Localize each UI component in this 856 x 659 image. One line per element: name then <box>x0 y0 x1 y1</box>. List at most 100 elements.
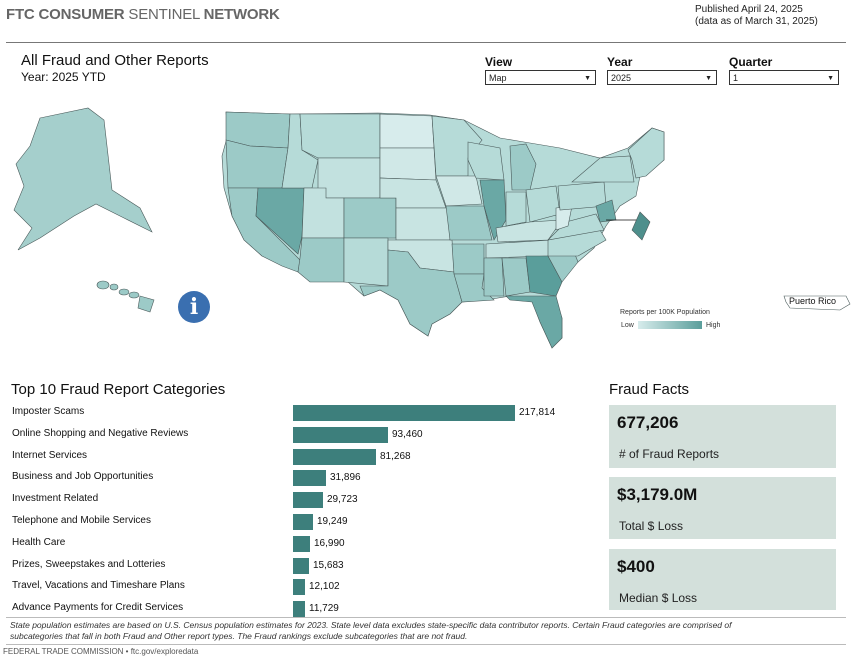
category-bar[interactable] <box>293 558 309 574</box>
fact-box-total-loss: $3,179.0M Total $ Loss <box>609 477 836 539</box>
quarter-label: Quarter <box>729 55 773 69</box>
state-georgia[interactable] <box>525 255 563 297</box>
category-value: 12,102 <box>309 581 340 592</box>
category-bar[interactable] <box>293 492 323 508</box>
year-select[interactable]: 2025 ▼ <box>607 70 717 85</box>
puerto-rico-label: Puerto Rico <box>789 296 837 306</box>
puerto-rico[interactable] <box>783 295 851 311</box>
brand-part-1: FTC CONSUMER <box>6 6 129 23</box>
year-label: Year <box>607 55 633 69</box>
category-value: 81,268 <box>380 451 411 462</box>
state-missouri[interactable] <box>445 205 493 241</box>
state-mississippi[interactable] <box>483 257 505 297</box>
brand-part-2: SENTINEL <box>128 6 204 23</box>
state-alabama[interactable] <box>501 257 531 297</box>
fact-box-median-loss: $400 Median $ Loss <box>609 549 836 610</box>
chevron-down-icon: ▼ <box>584 75 591 82</box>
category-bar[interactable] <box>293 470 326 486</box>
legend-high-label: High <box>706 322 721 329</box>
year-select-value: 2025 <box>611 73 632 83</box>
data-as-of: (data as of March 31, 2025) <box>695 16 818 27</box>
state-north-dakota[interactable] <box>379 113 435 149</box>
category-value: 15,683 <box>313 560 344 571</box>
published-date: Published April 24, 2025 <box>695 4 803 15</box>
category-label: Advance Payments for Credit Services <box>12 602 184 613</box>
view-label: View <box>485 55 513 69</box>
district-of-columbia[interactable] <box>631 211 651 241</box>
state-montana[interactable] <box>299 113 381 159</box>
fact-label: Total $ Loss <box>619 519 684 533</box>
state-indiana[interactable] <box>505 191 527 227</box>
state-michigan[interactable] <box>509 143 537 191</box>
fact-value: 677,206 <box>617 413 679 432</box>
fact-label: Median $ Loss <box>619 591 698 605</box>
state-kansas[interactable] <box>395 207 451 241</box>
legend-gradient-bar <box>638 321 702 329</box>
quarter-select[interactable]: 1 ▼ <box>729 70 839 85</box>
chevron-down-icon: ▼ <box>705 75 712 82</box>
legend-title: Reports per 100K Population <box>620 309 710 316</box>
category-label: Travel, Vacations and Timeshare Plans <box>12 580 185 591</box>
category-bar[interactable] <box>293 514 313 530</box>
category-value: 31,896 <box>330 472 361 483</box>
state-arizona[interactable] <box>297 237 345 283</box>
fraud-facts-title: Fraud Facts <box>609 381 690 398</box>
category-label: Health Care <box>12 537 66 548</box>
fact-value: $400 <box>617 557 655 576</box>
state-wisconsin[interactable] <box>467 141 505 181</box>
fact-value: $3,179.0M <box>617 485 698 504</box>
state-colorado[interactable] <box>343 197 397 239</box>
state-iowa[interactable] <box>435 175 483 207</box>
state-kentucky[interactable] <box>495 219 563 243</box>
category-value: 19,249 <box>317 516 348 527</box>
state-new-york[interactable] <box>571 155 635 183</box>
page-subtitle: Year: 2025 YTD <box>21 70 106 84</box>
category-bar[interactable] <box>293 579 305 595</box>
category-bar[interactable] <box>293 405 515 421</box>
fact-label: # of Fraud Reports <box>619 447 720 461</box>
state-new-mexico[interactable] <box>343 237 389 287</box>
category-label: Imposter Scams <box>12 406 85 417</box>
state-arkansas[interactable] <box>451 243 485 275</box>
category-label: Online Shopping and Negative Reviews <box>12 428 189 439</box>
category-bar[interactable] <box>293 601 305 617</box>
category-bar[interactable] <box>293 449 376 465</box>
footer-divider <box>6 617 846 618</box>
footer-credit: FEDERAL TRADE COMMISSION • ftc.gov/explo… <box>3 647 199 656</box>
legend-low-label: Low <box>621 322 634 329</box>
category-bar[interactable] <box>293 427 388 443</box>
top10-title: Top 10 Fraud Report Categories <box>11 381 226 398</box>
category-value: 16,990 <box>314 538 345 549</box>
state-new-england[interactable] <box>627 127 665 179</box>
view-select-value: Map <box>489 73 507 83</box>
category-value: 93,460 <box>392 429 423 440</box>
category-value: 29,723 <box>327 494 358 505</box>
category-label: Telephone and Mobile Services <box>12 515 151 526</box>
category-label: Internet Services <box>12 450 88 461</box>
category-bar[interactable] <box>293 536 310 552</box>
page-title: All Fraud and Other Reports <box>21 52 209 69</box>
quarter-select-value: 1 <box>733 73 739 83</box>
state-texas[interactable] <box>359 249 463 337</box>
fact-box-reports: 677,206 # of Fraud Reports <box>609 405 836 468</box>
category-label: Business and Job Opportunities <box>12 471 154 482</box>
category-label: Investment Related <box>12 493 99 504</box>
footer-divider-2 <box>6 644 846 645</box>
brand-title: FTC CONSUMER SENTINEL NETWORK <box>6 6 280 23</box>
state-hawaii[interactable] <box>96 280 155 313</box>
state-wyoming[interactable] <box>317 157 381 199</box>
chevron-down-icon: ▼ <box>827 75 834 82</box>
footnote: State population estimates are based on … <box>10 620 732 641</box>
us-fraud-map <box>13 107 851 349</box>
publication-info: Published April 24, 2025 (data as of Mar… <box>695 4 818 28</box>
header-divider <box>6 42 846 43</box>
state-florida[interactable] <box>505 295 563 349</box>
view-select[interactable]: Map ▼ <box>485 70 596 85</box>
category-value: 11,729 <box>309 603 339 614</box>
state-south-dakota[interactable] <box>379 147 437 181</box>
info-icon[interactable]: i <box>178 291 210 323</box>
category-value: 217,814 <box>519 407 556 418</box>
category-label: Prizes, Sweepstakes and Lotteries <box>12 559 166 570</box>
brand-part-3: NETWORK <box>203 6 280 23</box>
state-alaska[interactable] <box>13 107 153 251</box>
